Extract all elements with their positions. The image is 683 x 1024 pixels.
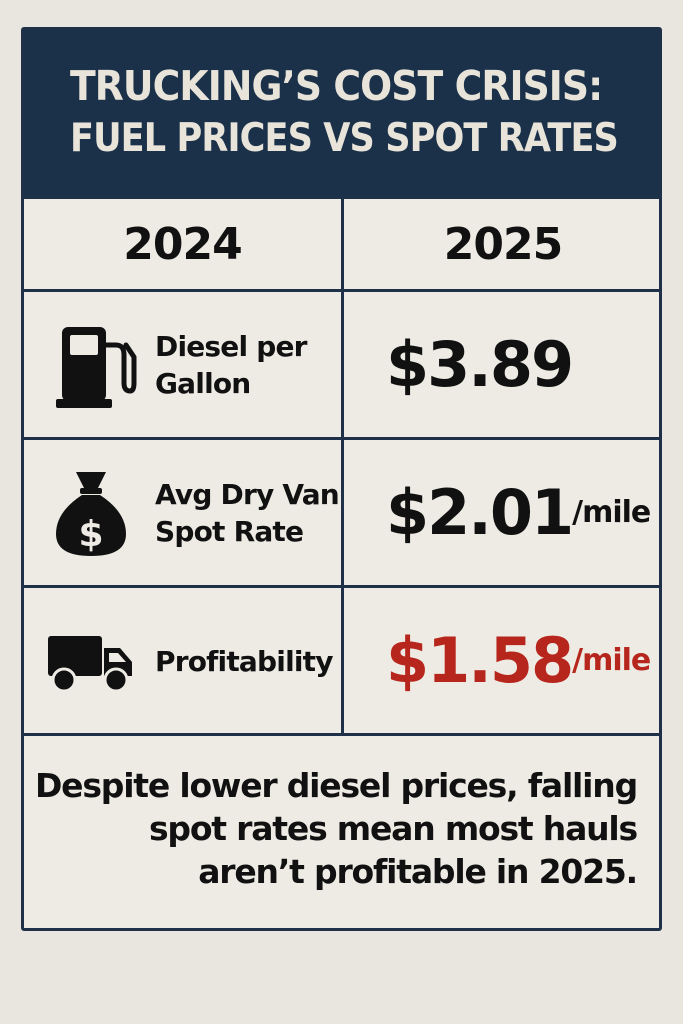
value-diesel: $3.89 — [386, 292, 659, 437]
value-unit: /mile — [572, 495, 651, 530]
row-label-spot-rate: Avg Dry Van Spot Rate — [155, 464, 340, 564]
column-divider — [341, 196, 344, 736]
row-label-diesel: Diesel per Gallon — [155, 316, 307, 416]
summary-line: Despite lower diesel prices, falling — [34, 766, 638, 805]
value-amount: $3.89 — [386, 328, 574, 401]
summary-note: Despite lower diesel prices, falling spo… — [24, 765, 659, 894]
summary-line: aren’t profitable in 2025. — [198, 851, 638, 891]
fuel-pump-icon — [56, 327, 137, 408]
value-amount: $2.01 — [386, 476, 574, 549]
row-label-line: Profitability — [155, 644, 334, 678]
title-line-1: TRUCKING’S COST CRISIS: — [70, 62, 603, 110]
title-line-2: FUEL PRICES VS SPOT RATES — [70, 116, 619, 161]
row-label-line: Diesel per — [155, 330, 307, 364]
infographic-card: TRUCKING’S COST CRISIS: FUEL PRICES VS S… — [21, 27, 662, 931]
value-amount: $1.58 — [386, 624, 574, 697]
row-label-profitability: Profitability — [155, 612, 334, 712]
value-spot-rate: $2.01/mile — [386, 440, 659, 585]
money-bag-icon: $ — [56, 472, 126, 556]
truck-icon — [48, 636, 132, 693]
row-label-line: Gallon — [155, 367, 251, 400]
column-header-2024: 2024 — [123, 218, 242, 270]
svg-text:$: $ — [78, 514, 103, 555]
row-label-line: Spot Rate — [155, 515, 304, 548]
value-profitability: $1.58/mile — [386, 588, 659, 733]
summary-line: spot rates mean most hauls — [148, 808, 638, 848]
column-header-2025: 2025 — [443, 218, 563, 270]
row-label-line: Avg Dry Van — [155, 478, 340, 512]
value-unit: /mile — [572, 643, 651, 678]
header-banner: TRUCKING’S COST CRISIS: FUEL PRICES VS S… — [24, 30, 659, 199]
